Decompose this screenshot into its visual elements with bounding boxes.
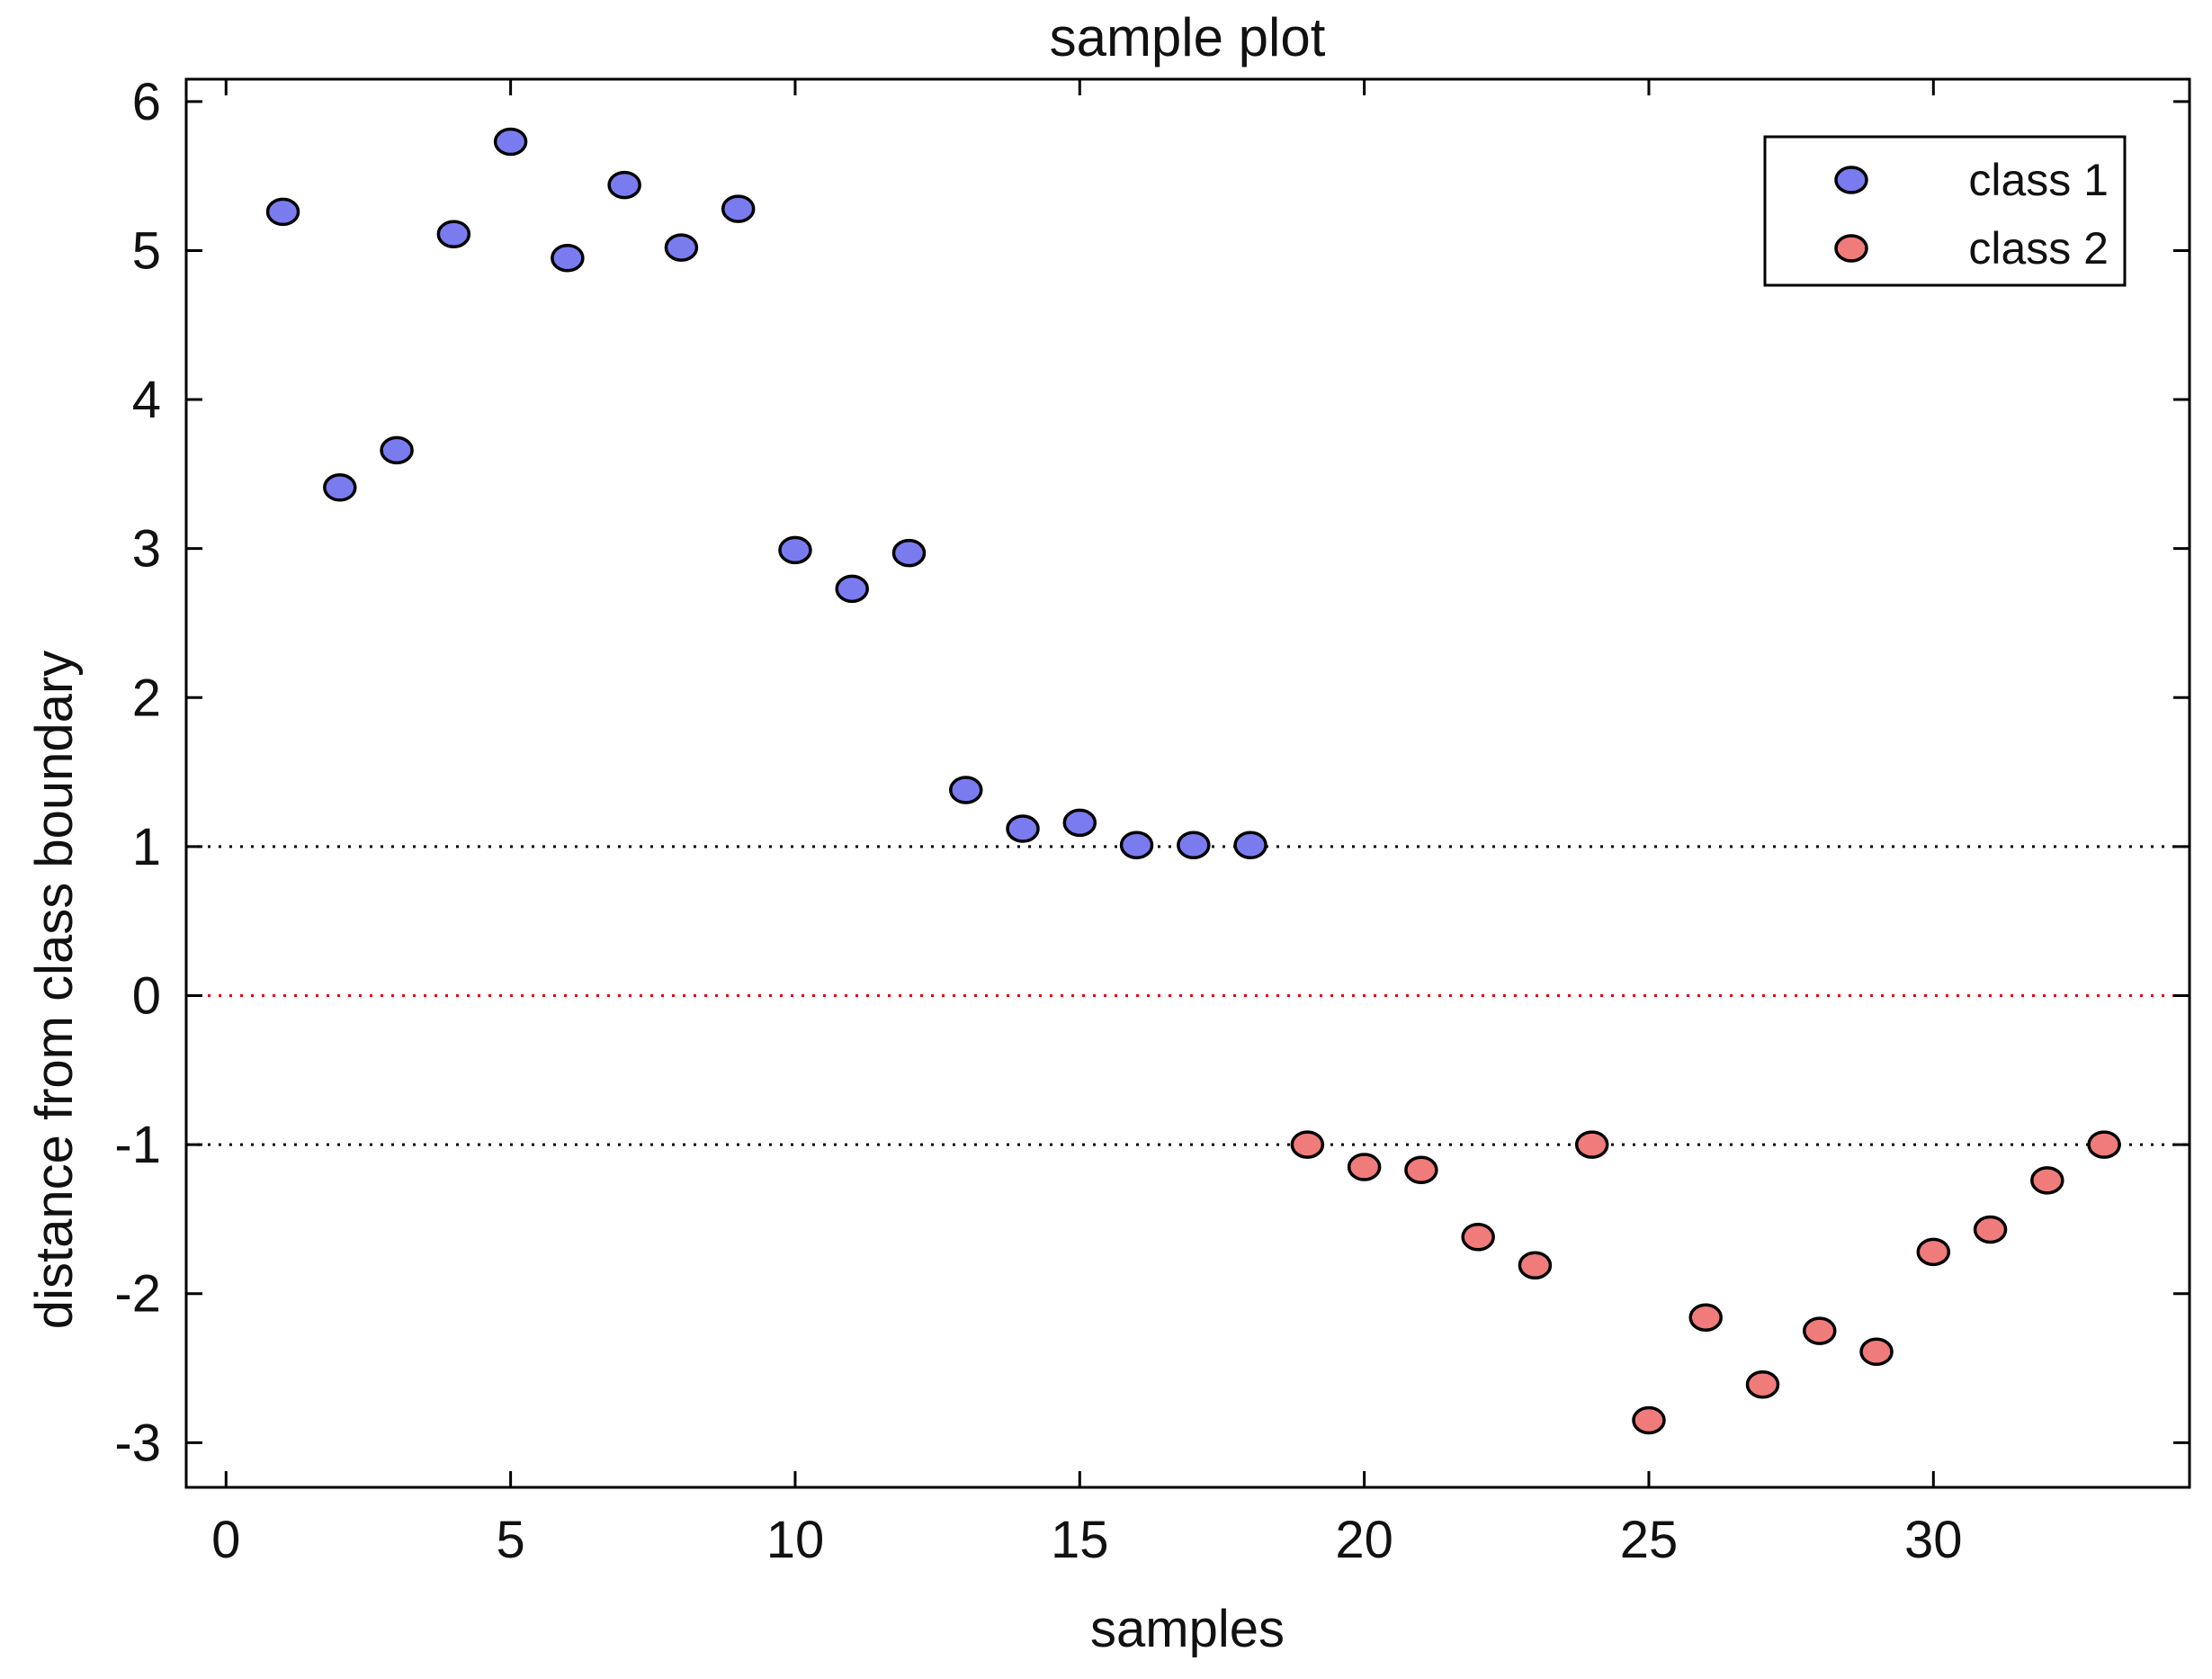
data-point-class-2 [1632,1405,1666,1435]
y-tick-label: 0 [132,966,161,1025]
legend-label-class-1: class 1 [1968,155,2109,205]
legend-box [1763,135,2127,287]
y-tick-label: -3 [114,1414,161,1472]
x-axis-label: samples [1090,1600,1285,1658]
plot-area-frame [184,77,2191,1489]
data-point-class-2 [1574,1130,1609,1159]
data-points [265,127,2121,1435]
data-point-class-2 [1688,1303,1723,1332]
x-tick-label: 0 [211,1511,240,1569]
x-tick-label: 15 [1051,1511,1109,1569]
y-tick-label: 4 [132,371,161,429]
data-point-class-1 [493,127,528,157]
x-tick-label: 5 [496,1511,524,1569]
y-tick-label: 3 [132,520,161,579]
legend-label-class-2: class 2 [1968,223,2109,274]
data-point-class-1 [1062,808,1097,838]
data-point-class-2 [1745,1369,1780,1399]
data-point-class-1 [1119,831,1154,859]
data-point-class-1 [1177,831,1211,859]
data-point-class-1 [949,776,983,804]
data-point-class-2 [1803,1316,1837,1345]
data-point-class-2 [1347,1153,1382,1181]
data-point-class-2 [1461,1223,1495,1252]
data-point-class-1 [1006,814,1040,843]
y-tick-label: 2 [132,669,161,727]
data-point-class-2 [2030,1166,2064,1195]
data-point-class-1 [551,243,585,273]
data-point-class-2 [2087,1130,2121,1159]
data-point-class-2 [1973,1215,2008,1244]
data-point-class-2 [1859,1337,1894,1367]
data-point-class-2 [1518,1251,1553,1279]
data-point-class-1 [323,473,357,502]
legend-marker-class-2 [1834,234,1868,263]
y-tick-label: -1 [114,1116,161,1174]
data-point-class-1 [891,538,927,568]
x-tick-label: 25 [1620,1511,1679,1569]
data-point-class-1 [1233,831,1267,859]
y-tick-label: -2 [114,1265,161,1324]
data-point-class-1 [380,435,414,465]
chart-title: sample plot [1050,7,1326,67]
data-point-class-1 [265,197,300,227]
y-tick-label: 6 [132,73,161,131]
data-point-class-1 [607,170,641,200]
data-point-class-1 [664,233,699,262]
legend: class 1 class 2 [1763,135,2127,287]
data-point-class-2 [1404,1155,1438,1185]
data-point-class-2 [1916,1237,1951,1267]
data-point-class-1 [835,574,869,604]
x-tick-label: 20 [1335,1511,1393,1569]
x-tick-label: 10 [766,1511,825,1569]
data-point-class-1 [436,220,471,248]
legend-marker-class-1 [1834,166,1868,194]
y-axis-label: distance from class boundary [25,651,84,1329]
y-tick-label: 5 [132,221,161,280]
data-point-class-1 [721,194,756,223]
data-point-class-1 [778,535,812,565]
data-point-class-2 [1290,1130,1325,1159]
y-tick-label: 1 [132,818,161,876]
x-tick-label: 30 [1904,1511,1963,1569]
